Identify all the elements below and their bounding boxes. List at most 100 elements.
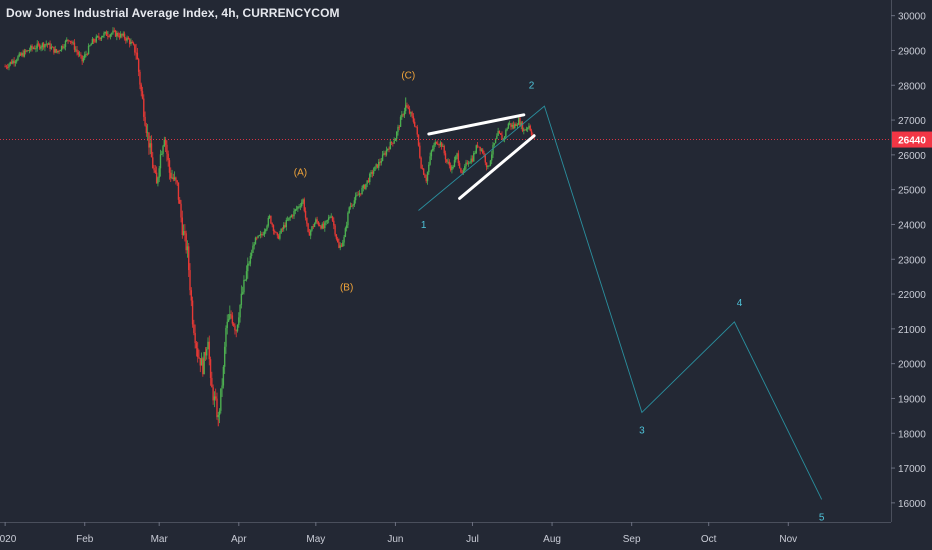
candle [166,144,168,154]
candle [62,45,64,48]
candle [457,153,460,164]
candle [424,174,426,178]
candle [114,30,117,37]
wave-label: 5 [819,512,825,523]
candle [462,170,465,173]
candle [411,112,413,117]
candle [257,235,259,238]
candle [455,156,457,161]
candle [139,71,141,85]
candle [57,50,59,53]
candle [82,58,85,62]
x-tick-label: Apr [231,534,247,545]
candle [442,146,444,147]
candle [155,172,158,184]
candle [144,116,146,126]
candle [321,223,323,229]
candle [384,153,386,155]
candle [75,49,77,51]
candle [191,300,194,325]
candle [107,35,109,37]
candle [50,46,53,49]
candle [252,245,254,253]
candle [317,221,320,225]
candle [217,414,219,418]
candle [361,187,363,195]
wave-label: 1 [421,220,427,231]
candle [234,325,236,331]
x-tick-label: May [306,534,325,545]
candle [334,225,336,235]
candle [433,144,435,149]
candle [240,293,243,305]
candle [5,66,8,68]
candle [430,150,433,157]
candle [73,42,76,50]
candle [8,64,10,68]
candle [198,357,200,359]
candle [170,172,172,179]
candle [268,215,271,218]
candle [135,52,137,54]
wave-label: 2 [529,81,535,92]
candle [122,33,124,36]
candle [143,98,145,117]
candle [226,321,228,328]
candle [123,33,126,39]
candle [340,245,343,247]
candle [258,235,261,237]
candle [511,124,513,127]
candle [199,358,201,366]
candle [181,217,184,236]
candle [238,317,240,325]
candle [397,126,399,132]
candle [309,230,312,236]
candle [173,177,176,180]
candle [485,162,488,168]
candle [312,226,314,228]
candle [381,154,384,161]
candle [438,144,440,146]
candle [393,140,395,144]
candle [163,139,166,147]
candle [271,223,273,226]
candle [285,220,288,227]
candle [12,60,14,64]
candle [14,61,17,63]
candle [421,168,424,170]
candle [349,205,352,208]
candle [36,43,38,49]
y-tick-label: 27000 [898,116,926,127]
candle [483,152,485,155]
candle [420,157,422,169]
candle [286,219,289,221]
candle [419,145,421,158]
candle [333,220,335,226]
y-tick-label: 24000 [898,220,926,231]
candle [209,359,212,378]
candle [447,161,449,163]
candle [98,36,100,38]
candle [85,54,87,55]
candle [195,343,198,349]
candle [449,165,452,171]
candle [274,231,276,233]
candle [31,45,33,49]
candle [68,40,71,42]
candle [506,128,508,131]
candle [508,123,511,125]
candle [203,352,205,375]
candle [318,224,321,226]
candle [21,53,23,56]
candle [326,219,329,221]
candles [4,27,535,427]
candle [362,185,365,188]
candle [448,161,451,166]
candle [356,194,358,196]
candle [222,366,225,386]
candle [49,43,51,49]
candle [67,39,69,41]
candle [295,208,298,210]
candle [327,217,330,220]
